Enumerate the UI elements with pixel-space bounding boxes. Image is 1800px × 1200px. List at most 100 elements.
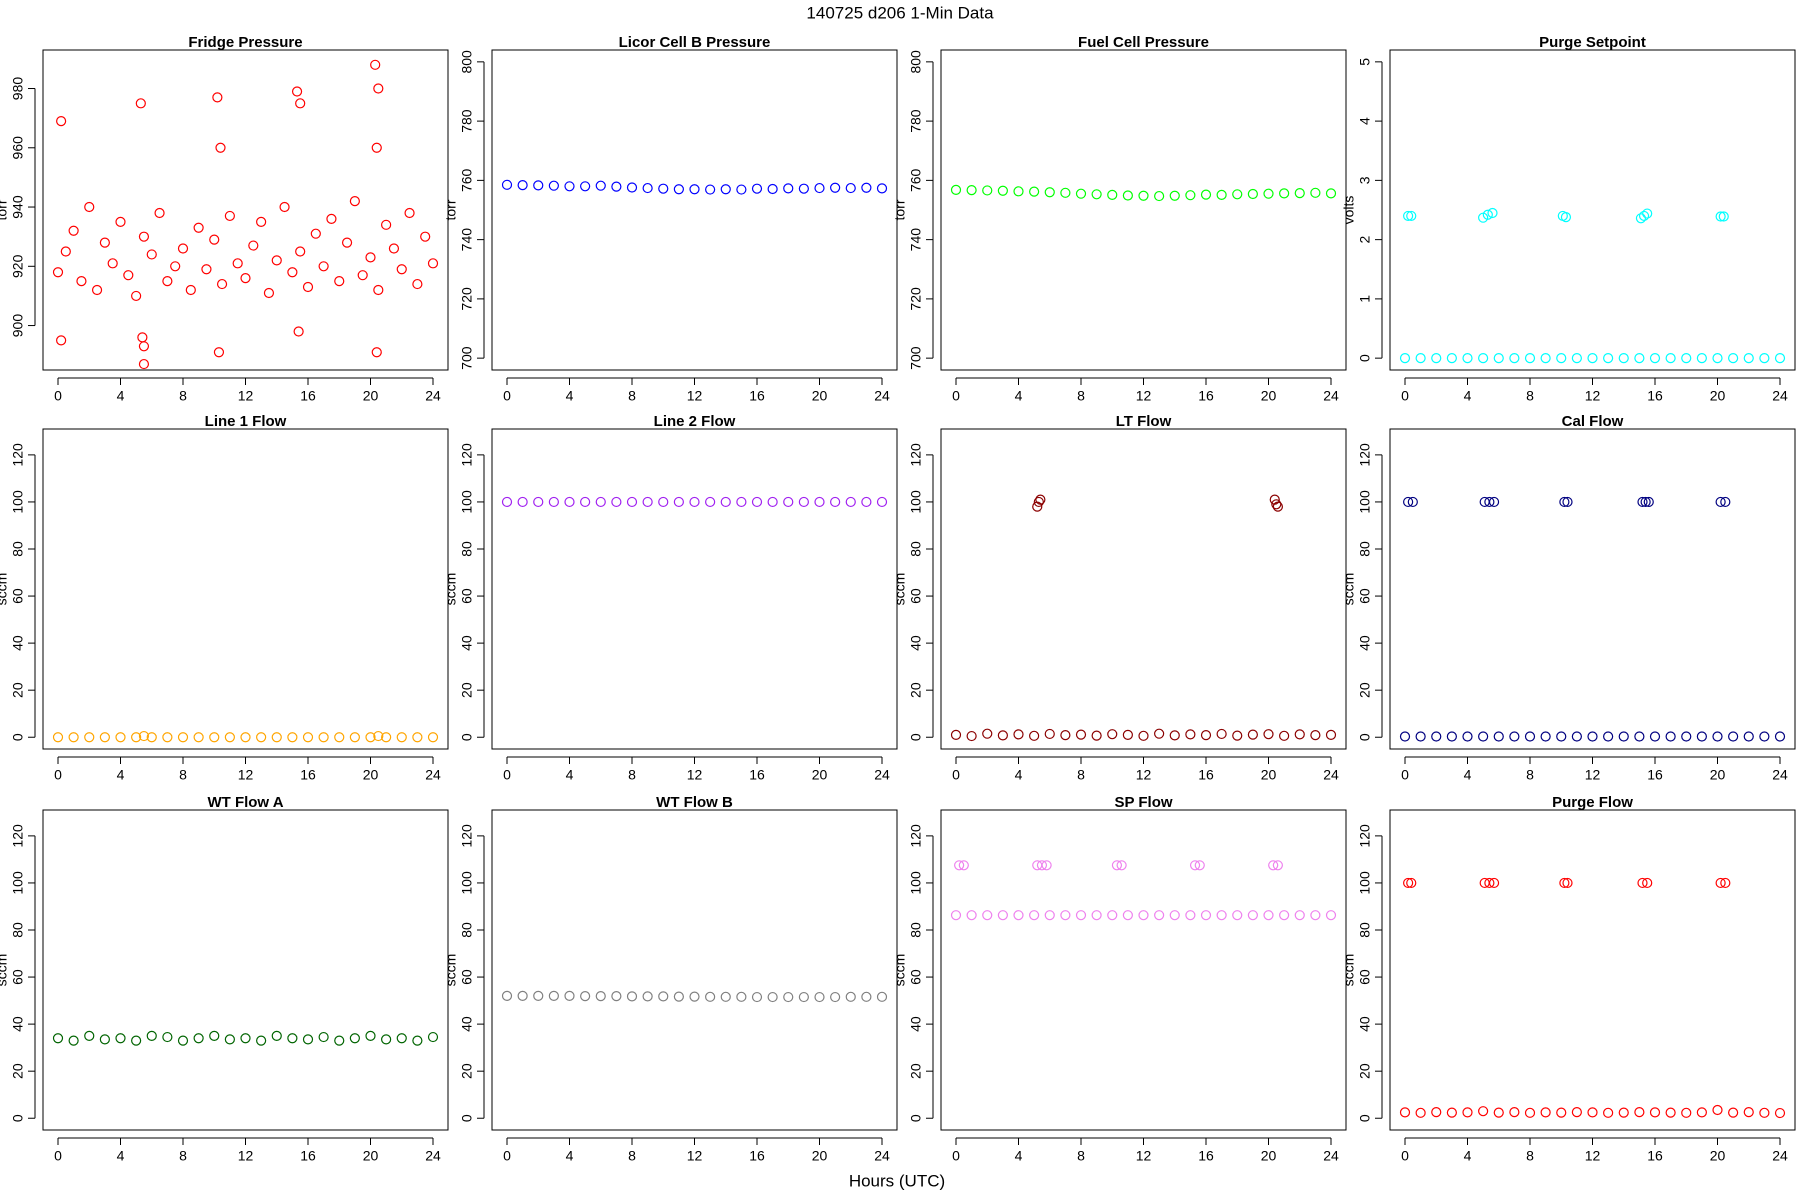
x-tick-label: 20 (812, 767, 828, 783)
data-point (162, 732, 173, 743)
data-point (705, 991, 716, 1002)
data-point (642, 496, 653, 508)
data-point (1232, 730, 1243, 741)
data-point (1310, 910, 1321, 921)
data-point (798, 496, 809, 508)
y-tick-label: 900 (10, 314, 26, 338)
x-tick-label: 16 (749, 767, 765, 783)
data-point (404, 207, 415, 219)
data-point (365, 1030, 376, 1041)
x-tick-label: 12 (1585, 1148, 1601, 1164)
y-tick-label: 780 (908, 109, 924, 133)
data-point (1774, 353, 1786, 364)
data-point (365, 732, 376, 743)
data-point (533, 496, 544, 508)
y-tick-label: 0 (1357, 354, 1373, 362)
x-tick-label: 20 (363, 1148, 379, 1164)
x-tick-label: 20 (1710, 1148, 1726, 1164)
data-point (1493, 1107, 1504, 1118)
y-tick-label: 40 (908, 635, 924, 651)
data-point (193, 732, 204, 743)
plot-frame (1389, 49, 1796, 371)
data-point (1540, 731, 1551, 742)
data-point (357, 270, 368, 281)
y-tick-label: 80 (1357, 541, 1373, 557)
data-point (1399, 731, 1411, 742)
data-point (1715, 211, 1726, 222)
data-point (334, 1035, 345, 1046)
data-point (626, 496, 638, 508)
data-point (1403, 210, 1414, 222)
data-point (177, 243, 189, 254)
data-point (1665, 1107, 1676, 1118)
data-point (131, 1035, 142, 1046)
data-point (1216, 728, 1227, 740)
x-tick-label: 20 (1710, 767, 1726, 783)
y-tick-label: 720 (459, 287, 475, 311)
data-point (302, 1034, 314, 1045)
y-tick-label: 700 (459, 346, 475, 370)
data-point (318, 732, 329, 743)
panel-title: Licor Cell B Pressure (619, 34, 771, 51)
x-tick-label: 8 (179, 1148, 187, 1164)
data-point (689, 991, 700, 1002)
x-tick-label: 12 (687, 388, 703, 404)
data-point (1431, 353, 1442, 364)
panel-title: Line 2 Flow (654, 413, 736, 430)
data-point (1279, 910, 1290, 921)
data-point (1743, 353, 1754, 364)
x-tick-label: 20 (1261, 1148, 1277, 1164)
data-point (1407, 496, 1418, 508)
data-point (1618, 1107, 1629, 1118)
data-point (1634, 1107, 1645, 1118)
data-point (271, 255, 282, 266)
data-point (371, 347, 382, 358)
data-point (256, 216, 267, 227)
data-point (1728, 353, 1739, 364)
x-tick-label: 8 (628, 1148, 636, 1164)
y-tick-label: 20 (1357, 682, 1373, 698)
y-tick-label: 40 (10, 1016, 26, 1032)
y-tick-label: 80 (459, 541, 475, 557)
x-tick-label: 16 (300, 767, 316, 783)
plot-frame (1389, 428, 1796, 750)
y-tick-label: 940 (10, 195, 26, 219)
data-point (1634, 731, 1645, 742)
y-tick-label: 740 (459, 228, 475, 252)
data-point (1122, 190, 1133, 201)
data-point (1715, 877, 1726, 889)
data-point (997, 730, 1008, 741)
y-tick-label: 120 (459, 443, 475, 467)
data-point (213, 347, 225, 358)
data-point (1559, 496, 1570, 508)
data-point (767, 183, 778, 195)
x-tick-label: 24 (1772, 388, 1788, 404)
data-point (1033, 496, 1044, 508)
data-point (302, 732, 314, 743)
data-point (1075, 910, 1087, 921)
data-point (658, 991, 669, 1002)
data-point (783, 183, 794, 194)
data-point (1200, 730, 1212, 741)
data-point (1712, 1104, 1723, 1116)
data-point (412, 278, 423, 290)
data-point (658, 183, 669, 194)
data-point (1488, 496, 1500, 508)
data-point (1247, 188, 1258, 200)
data-point (1013, 910, 1024, 921)
data-point (427, 258, 439, 269)
data-point (396, 1033, 407, 1044)
data-point (1587, 1107, 1598, 1118)
data-point (1091, 910, 1102, 921)
data-point (564, 990, 575, 1001)
data-point (349, 196, 360, 207)
data-point (1216, 189, 1227, 200)
y-axis-label: sccm (443, 954, 459, 987)
data-point (1715, 496, 1726, 508)
x-tick-label: 16 (1198, 767, 1214, 783)
data-point (1091, 730, 1102, 741)
y-tick-label: 60 (908, 588, 924, 604)
data-point (1294, 188, 1305, 199)
y-axis-label: sccm (892, 954, 908, 987)
data-point (1247, 729, 1258, 740)
